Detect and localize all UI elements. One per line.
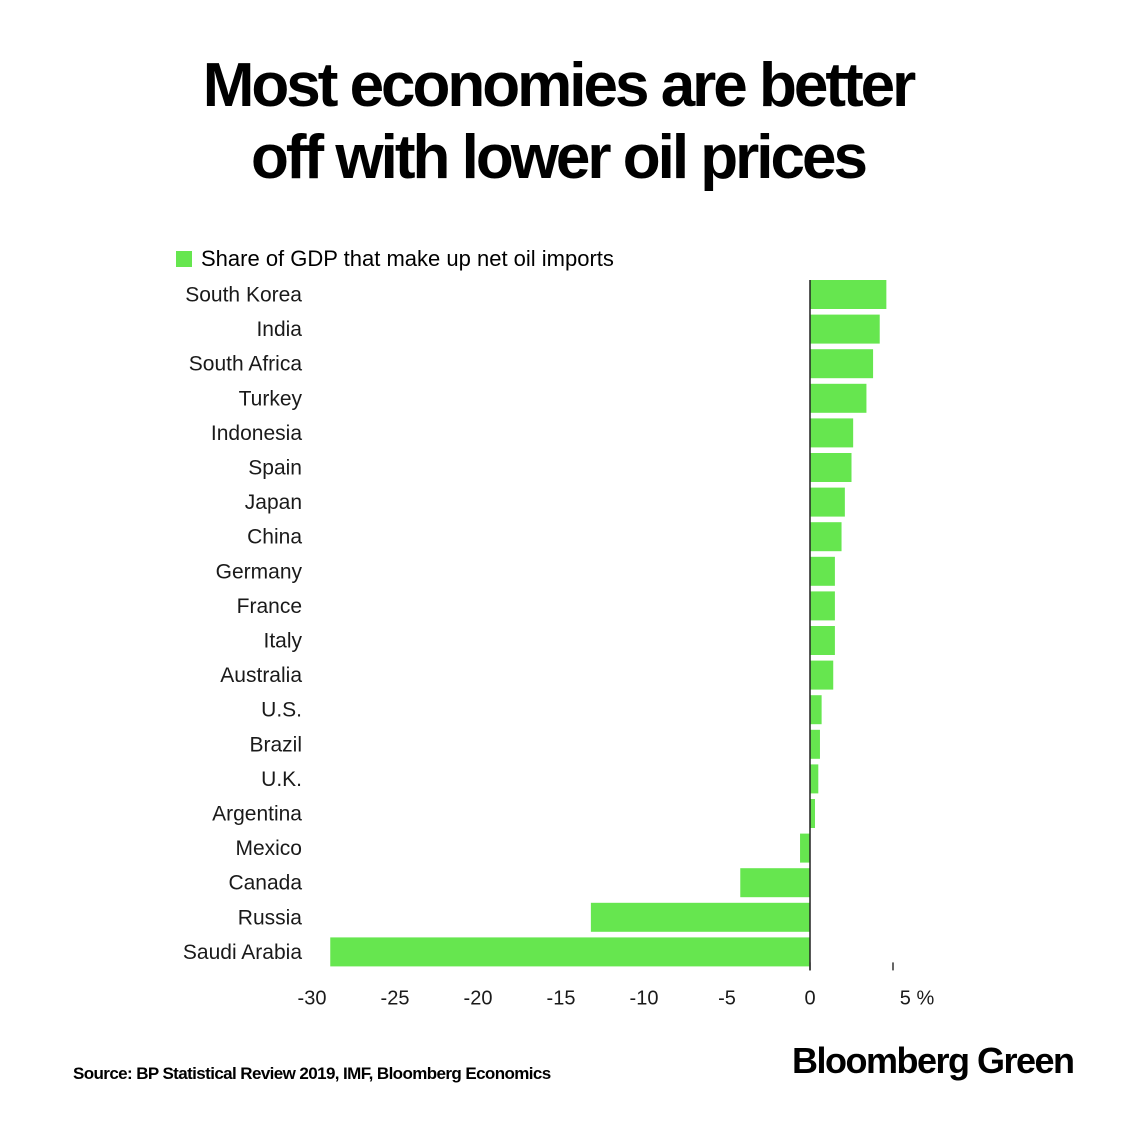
category-label: India [256, 318, 302, 341]
category-label: U.S. [261, 699, 302, 722]
category-label: Saudi Arabia [183, 941, 302, 964]
x-tick-label: 5 % [900, 987, 935, 1009]
bar-south-africa [810, 349, 874, 379]
bar-india [810, 314, 880, 344]
category-label: Italy [263, 630, 302, 653]
source-note: Source: BP Statistical Review 2019, IMF,… [73, 1064, 551, 1083]
bar-south-korea [810, 280, 887, 309]
bar-italy [810, 626, 835, 655]
bar-russia [590, 902, 810, 932]
bar-spain [810, 453, 852, 482]
legend: Share of GDP that make up net oil import… [176, 246, 614, 272]
category-label: Argentina [212, 803, 302, 826]
bar-japan [810, 487, 845, 517]
x-tick-label: -20 [464, 987, 493, 1009]
bar-u-k [810, 764, 819, 794]
bar-germany [810, 556, 835, 586]
category-label: France [237, 595, 302, 618]
category-label: Brazil [249, 733, 302, 756]
category-label: Indonesia [211, 422, 302, 445]
legend-label: Share of GDP that make up net oil import… [201, 246, 614, 271]
bar-mexico [800, 833, 810, 863]
bar-china [810, 522, 842, 552]
category-label: Spain [248, 457, 302, 480]
brand-logo: Bloomberg Green [792, 1040, 1075, 1081]
category-label: China [247, 526, 302, 549]
category-label: South Africa [189, 353, 303, 376]
category-label: South Korea [185, 284, 302, 307]
x-tick-label: -10 [630, 987, 659, 1009]
chart-title: Most economies are better off with lower… [0, 50, 1116, 194]
bar-indonesia [810, 418, 854, 448]
category-label: Russia [238, 906, 303, 929]
legend-swatch [176, 251, 192, 267]
bar-saudi-arabia [330, 937, 810, 967]
category-label: Turkey [239, 387, 303, 410]
category-label: Australia [220, 664, 302, 687]
bar-canada [740, 868, 810, 898]
bar-chart: South Korea India South Africa Turkey Indone… [183, 280, 935, 1009]
x-tick-label: -15 [547, 987, 576, 1009]
x-tick-label: 0 [804, 987, 815, 1009]
bar-brazil [810, 729, 820, 759]
category-label: Germany [216, 560, 303, 583]
category-label: Japan [245, 491, 302, 514]
x-tick-label: -30 [298, 987, 327, 1009]
bar-u-s [810, 695, 822, 725]
x-tick-label: -5 [718, 987, 736, 1009]
bar-france [810, 591, 835, 621]
bar-australia [810, 660, 834, 690]
title-line-1: Most economies are better [202, 51, 917, 120]
category-label: Canada [228, 872, 302, 895]
category-label: U.K. [261, 768, 302, 791]
title-line-2: off with lower oil prices [251, 123, 868, 192]
bar-argentina [810, 799, 815, 828]
category-label: Mexico [235, 837, 302, 860]
bar-turkey [810, 383, 867, 413]
x-tick-label: -25 [381, 987, 410, 1009]
